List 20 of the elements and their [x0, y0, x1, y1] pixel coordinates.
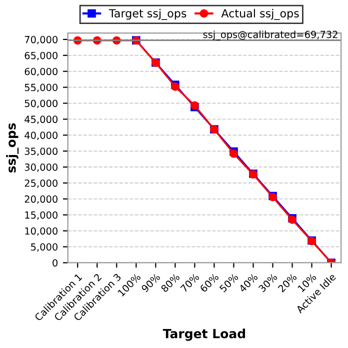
y-tick-label: 60,000 — [24, 68, 58, 76]
y-axis-title: ssj_ops — [6, 123, 19, 172]
y-tick-label: 0 — [52, 259, 58, 267]
y-tick-label: 30,000 — [24, 164, 58, 172]
x-axis-title: Target Load — [162, 328, 246, 341]
y-tick-label: 55,000 — [24, 84, 58, 92]
y-tick-label: 45,000 — [24, 116, 58, 124]
y-tick-label: 10,000 — [25, 227, 58, 236]
y-tick-label: 15,000 — [25, 211, 58, 220]
y-tick-label: 70,000 — [24, 36, 58, 44]
y-tick-label: 65,000 — [24, 52, 58, 60]
legend-label: Target ssj_ops — [108, 8, 186, 20]
legend-label: Actual ssj_ops — [221, 8, 299, 20]
y-tick-label: 25,000 — [24, 179, 58, 188]
y-tick-label: 35,000 — [24, 148, 58, 156]
y-tick-label: 40,000 — [24, 132, 58, 140]
y-tick-label: 20,000 — [24, 195, 58, 204]
y-tick-label: 50,000 — [24, 100, 58, 108]
y-tick-label: 5,000 — [31, 243, 58, 252]
ref-line-label: ssj_ops@calibrated=69,732 — [203, 30, 338, 40]
